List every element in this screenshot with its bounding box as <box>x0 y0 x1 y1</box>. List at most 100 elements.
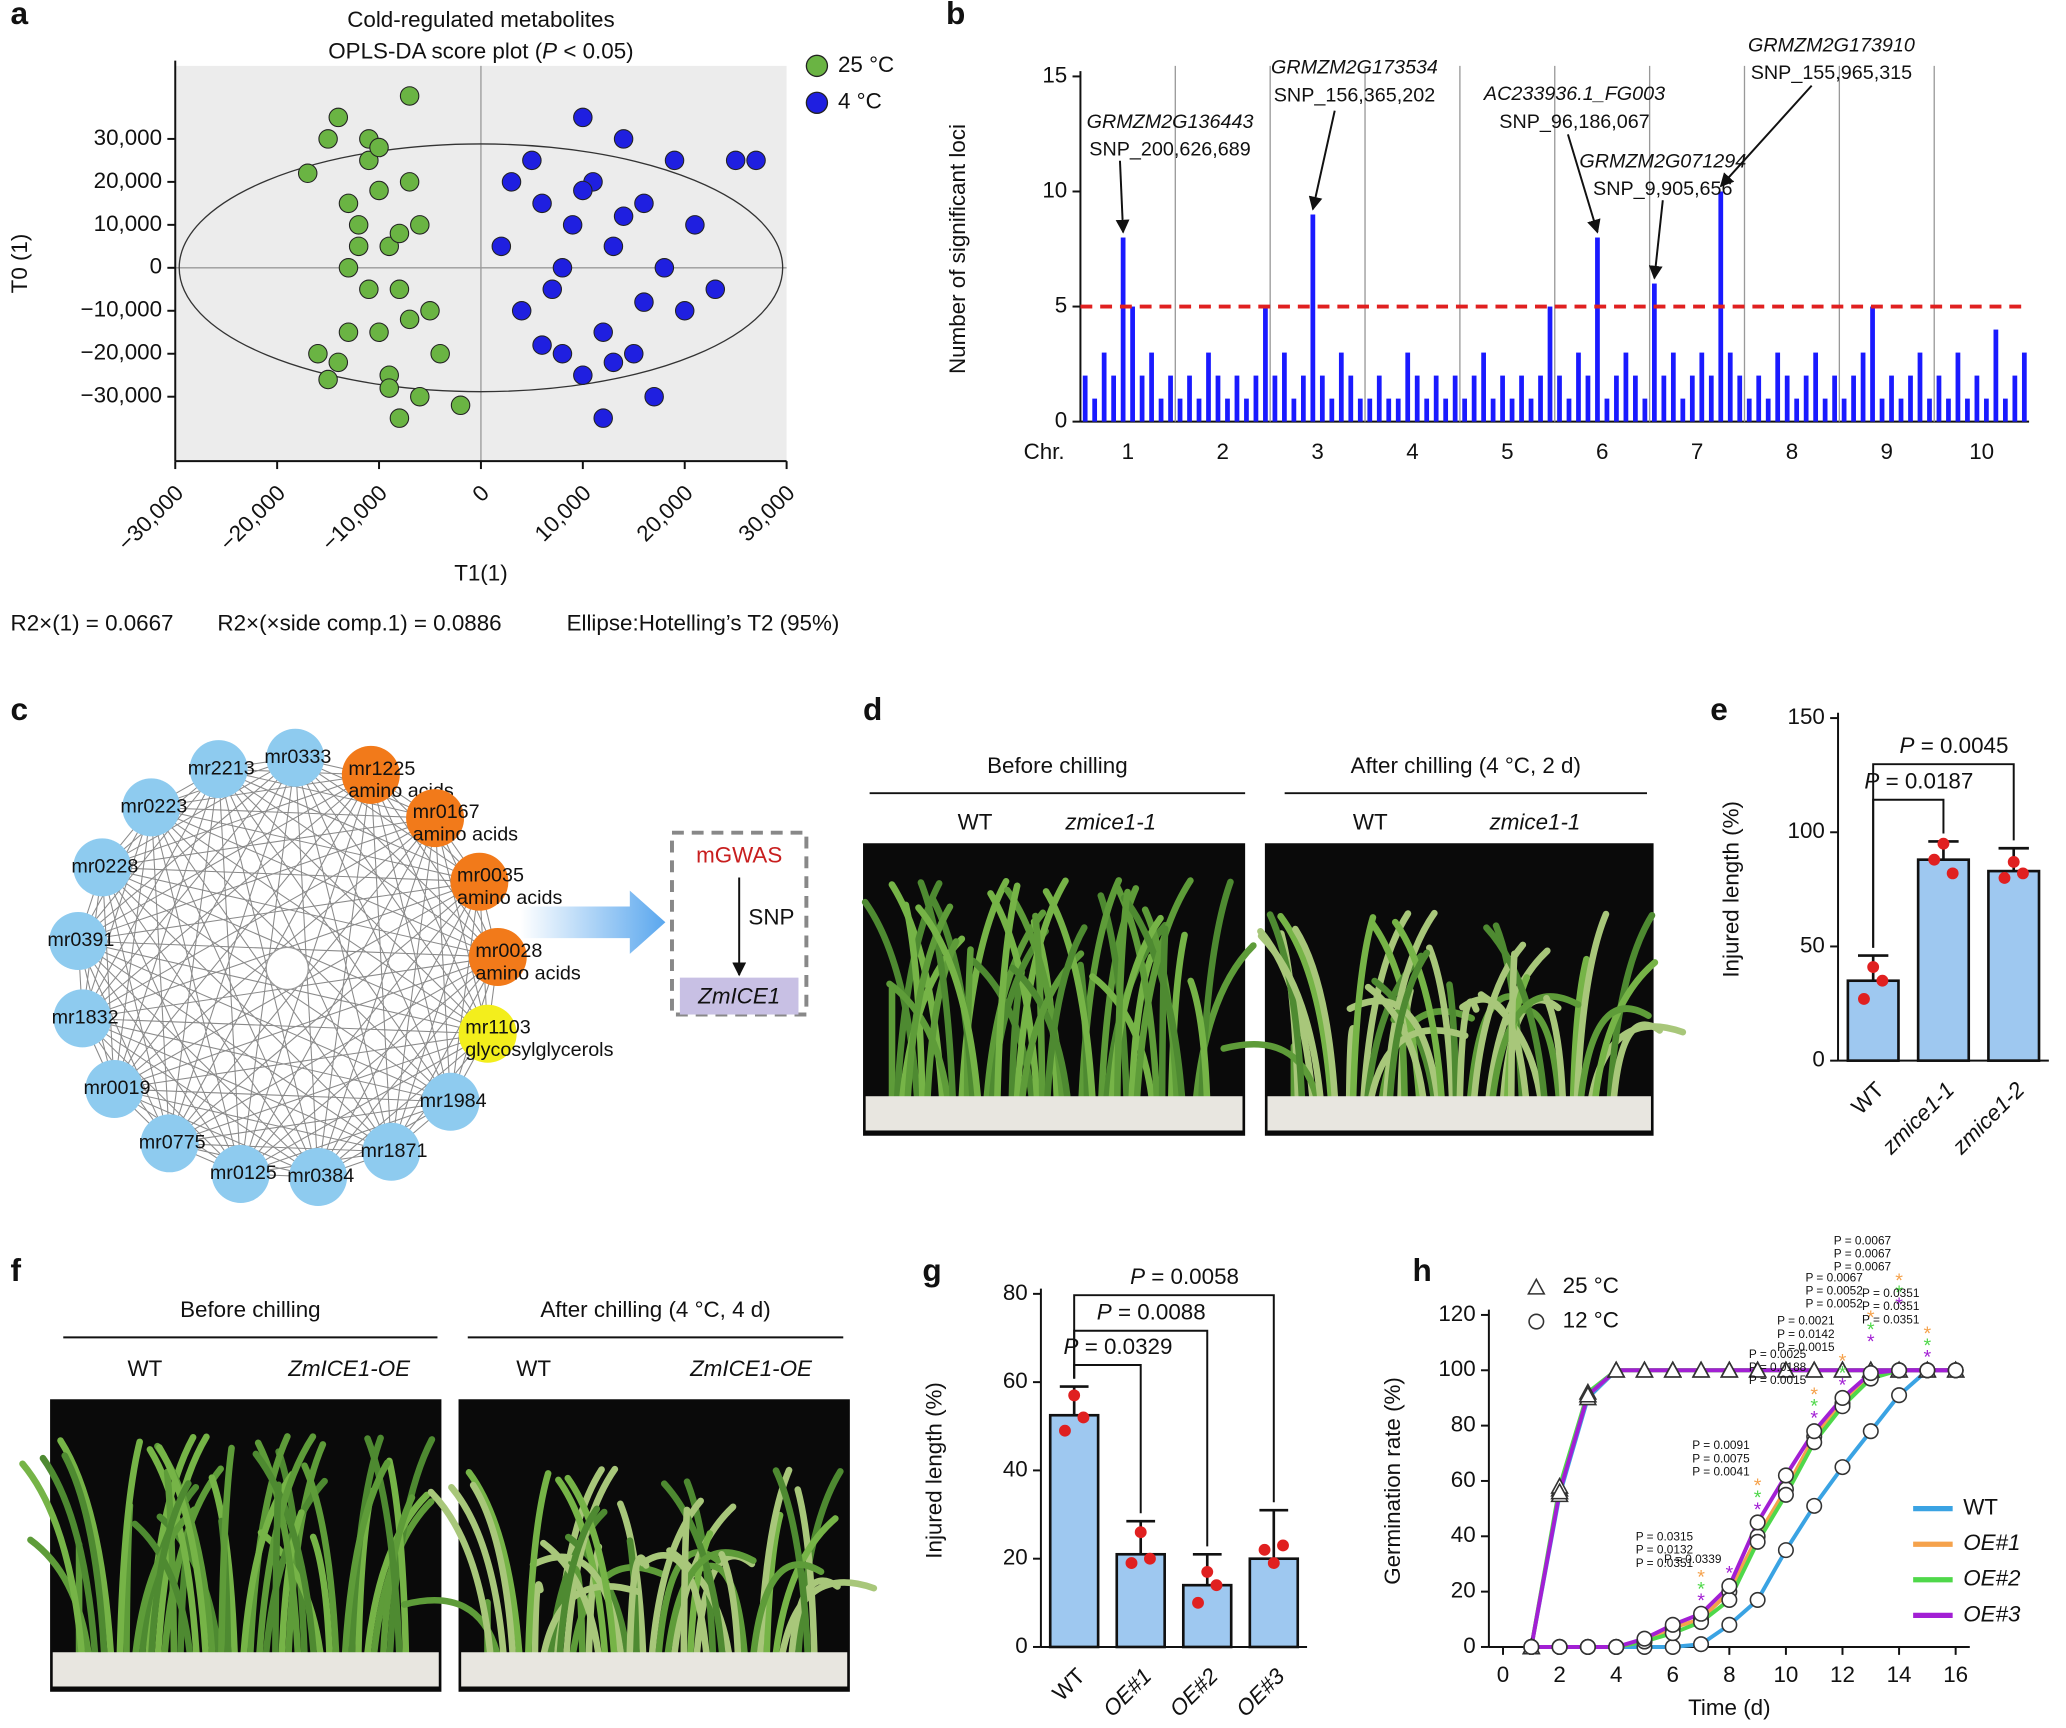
significance-star: * <box>1924 1347 1932 1369</box>
plants <box>400 1465 878 1656</box>
leaf <box>39 1454 99 1656</box>
network-edge <box>82 817 436 1019</box>
bar <box>1181 1583 1233 1649</box>
data-point <box>1862 1423 1879 1440</box>
data-point <box>644 386 664 407</box>
significance-star: * <box>1839 1362 1847 1384</box>
leaf <box>309 1533 333 1656</box>
data-point <box>573 107 593 128</box>
gene-label: GRMZM2G136443 <box>1087 111 1254 133</box>
x-tick-label: 20,000 <box>632 480 698 546</box>
data-point <box>501 172 522 192</box>
data-point <box>1664 1638 1681 1656</box>
series-line <box>1529 1368 1956 1648</box>
data-point <box>1749 1533 1766 1550</box>
gene-label: AC233936.1_FG003 <box>1483 83 1665 105</box>
network-edge <box>77 940 319 1178</box>
network-edge <box>82 774 372 1019</box>
bar <box>1794 398 1800 422</box>
data-point <box>1891 1362 1908 1379</box>
network-edge <box>77 940 242 1175</box>
pot <box>1267 1096 1651 1131</box>
x-tick-label: 0 <box>1497 1662 1509 1687</box>
series-line <box>1529 1368 1956 1648</box>
network-node <box>468 927 527 986</box>
bar <box>1092 398 1098 422</box>
data-point <box>1776 1360 1796 1378</box>
leaf <box>1386 949 1431 1100</box>
y-tick-label: −30,000 <box>81 383 163 408</box>
significance-star: * <box>1754 1487 1762 1509</box>
node-label: mr0391 <box>47 929 114 951</box>
bar <box>1633 375 1638 422</box>
y-tick-label: 20 <box>1451 1578 1476 1603</box>
network-edge <box>317 1033 489 1178</box>
network-edge <box>78 881 480 942</box>
bar <box>1984 398 1989 422</box>
leaf <box>301 1462 340 1656</box>
photo-header: Before chilling <box>180 1297 321 1322</box>
data-point <box>389 408 410 428</box>
leaf <box>218 1444 235 1656</box>
network-edge <box>150 807 319 1178</box>
y-tick-label: 60 <box>1003 1368 1028 1393</box>
p-value-label: P = 0.0041 <box>1692 1465 1750 1479</box>
bar <box>1689 375 1695 422</box>
data-point <box>1749 1591 1766 1608</box>
data-point <box>399 172 420 192</box>
network-edge <box>78 940 451 1103</box>
node-label: mr0228 <box>71 856 138 878</box>
y-tick-label: 120 <box>1438 1301 1475 1326</box>
bar <box>1452 375 1458 422</box>
bar <box>1433 375 1439 422</box>
node-class: amino acids <box>457 887 563 909</box>
p-value-label: P = 0.0052 <box>1805 1297 1862 1311</box>
bar <box>1130 306 1135 422</box>
p-value-label: P = 0.0025 <box>1749 1347 1807 1361</box>
replicate-point <box>1258 1543 1271 1556</box>
annotation-arrow <box>1308 110 1336 211</box>
y-tick-label: 100 <box>1788 818 1825 843</box>
y-tick-label: 0 <box>1812 1047 1824 1072</box>
network-edge <box>151 774 371 808</box>
data-point <box>1749 1514 1766 1531</box>
network-node <box>189 740 248 799</box>
leaf <box>1346 997 1441 1100</box>
replicate-point <box>1876 974 1889 987</box>
node-label: mr0035 <box>457 865 524 887</box>
comparison-part: P <box>1097 1300 1112 1325</box>
data-point <box>593 408 613 428</box>
bar <box>1987 869 2041 1062</box>
data-point <box>603 236 624 257</box>
data-point <box>369 180 389 201</box>
node-label: mr1832 <box>52 1007 119 1029</box>
significance-star: * <box>1754 1475 1762 1497</box>
network-edge <box>390 956 499 1152</box>
network-edge <box>113 774 372 1090</box>
network-edge <box>370 774 489 1034</box>
leaf <box>772 1515 839 1656</box>
y-tick-label: 40 <box>1451 1522 1476 1547</box>
replicate-point <box>2017 867 2029 880</box>
legend-label: 4 °C <box>838 89 882 114</box>
leaf <box>285 1441 327 1656</box>
panel-label: d <box>863 691 882 727</box>
p-value-label: P = 0.0052 <box>1805 1283 1862 1297</box>
bar <box>1187 375 1192 422</box>
replicate-point <box>1928 853 1941 866</box>
bar <box>1879 398 1885 422</box>
bar <box>1300 375 1306 422</box>
y-axis-label: Injured length (%) <box>921 1382 946 1559</box>
y-tick-label: 80 <box>1451 1412 1476 1437</box>
data-point <box>654 258 675 278</box>
node-label: mr0167 <box>413 801 480 823</box>
bar <box>1908 375 1913 422</box>
node-label: mr0028 <box>475 940 542 962</box>
p-value-label: P = 0.0351 <box>1862 1312 1920 1326</box>
network-edge <box>370 774 499 958</box>
leaf <box>341 1459 391 1656</box>
network-edge <box>317 817 436 1178</box>
data-point <box>634 193 654 214</box>
leaf <box>156 1444 209 1656</box>
